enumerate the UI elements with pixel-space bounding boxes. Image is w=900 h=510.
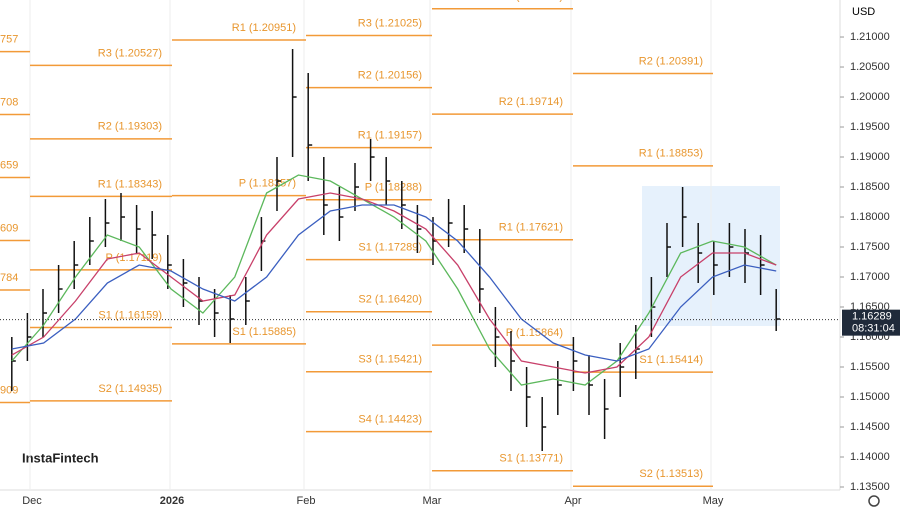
pivot-label: S3 (1.15421): [358, 354, 422, 366]
x-tick-label: 2026: [160, 495, 184, 507]
pivot-label: R3 (1.21471): [499, 0, 563, 3]
last-price-label: 1.16289: [852, 311, 892, 323]
y-tick-label: 1.17500: [850, 241, 890, 253]
pivot-label: S4 (1.14423): [358, 414, 422, 426]
y-tick-label: 1.15000: [850, 391, 890, 403]
brand: InstaFintech: [22, 450, 99, 465]
pivot-label: R1 (1.18343): [98, 178, 162, 190]
x-tick-label: Mar: [423, 495, 442, 507]
x-tick-label: May: [703, 495, 724, 507]
pivot-label: P (1.17119): [106, 252, 162, 264]
last-price-box: [842, 309, 900, 336]
pivot-label: R1 (1.19157): [358, 130, 422, 142]
pivot-label: R2 (1.20156): [358, 70, 422, 82]
y-tick-label: 1.21000: [850, 31, 890, 43]
pivot-label: P (1.18357): [239, 177, 296, 189]
currency[interactable]: USD: [852, 6, 875, 18]
y-tick-label: 1.15500: [850, 361, 890, 373]
y-tick-label: 1.18000: [850, 211, 890, 223]
pivot-label: S2 (1.13513): [639, 468, 703, 480]
pivot-label: 708: [0, 96, 18, 108]
pivot-label: 659: [0, 159, 18, 171]
pivot-label: S2 (1.16420): [358, 294, 422, 306]
timer: 08:31:04: [852, 323, 895, 335]
pivot-label: 909: [0, 384, 18, 396]
x-tick-label: Apr: [564, 495, 581, 507]
pivot-label: R2 (1.19303): [98, 121, 162, 133]
pivot-label: S1 (1.13771): [499, 453, 563, 465]
y-tick-label: 1.18500: [850, 181, 890, 193]
y-tick-label: 1.17000: [850, 271, 890, 283]
x-tick-label: Feb: [297, 495, 316, 507]
pivot-label: S2 (1.14935): [98, 383, 162, 395]
pivot-label: R1 (1.17621): [499, 222, 563, 234]
pivot-label: P (1.18288): [365, 182, 422, 194]
pivot-label: P (1.15864): [506, 327, 563, 339]
pivot-label: R3 (1.20527): [98, 47, 162, 59]
settings-icon[interactable]: [868, 495, 880, 507]
y-tick-label: 1.13500: [850, 481, 890, 493]
pivot-label: 609: [0, 222, 18, 234]
moving-average: [11, 204, 777, 362]
pivot-label: R1 (1.18853): [639, 148, 703, 160]
pivot-label: S1 (1.16159): [98, 309, 162, 321]
pivot-label: 757: [0, 34, 18, 46]
pivot-label: S1 (1.17289): [358, 242, 422, 254]
y-tick-label: 1.20000: [850, 91, 890, 103]
pivot-label: S1 (1.15885): [232, 326, 296, 338]
y-tick-label: 1.19000: [850, 151, 890, 163]
pivot-label: R2 (1.20391): [639, 55, 703, 67]
x-tick-label: Dec: [22, 495, 42, 507]
pivot-label: 784: [0, 272, 18, 284]
moving-average: [11, 192, 777, 374]
pivot-label: R2 (1.19714): [499, 96, 563, 108]
pivot-label: S1 (1.15414): [639, 354, 703, 366]
pivot-label: R3 (1.21025): [358, 17, 422, 29]
y-tick-label: 1.14000: [850, 451, 890, 463]
y-tick-label: 1.14500: [850, 421, 890, 433]
y-tick-label: 1.20500: [850, 61, 890, 73]
pivot-label: R1 (1.20951): [232, 22, 296, 34]
moving-average: [11, 174, 777, 386]
y-tick-label: 1.19500: [850, 121, 890, 133]
